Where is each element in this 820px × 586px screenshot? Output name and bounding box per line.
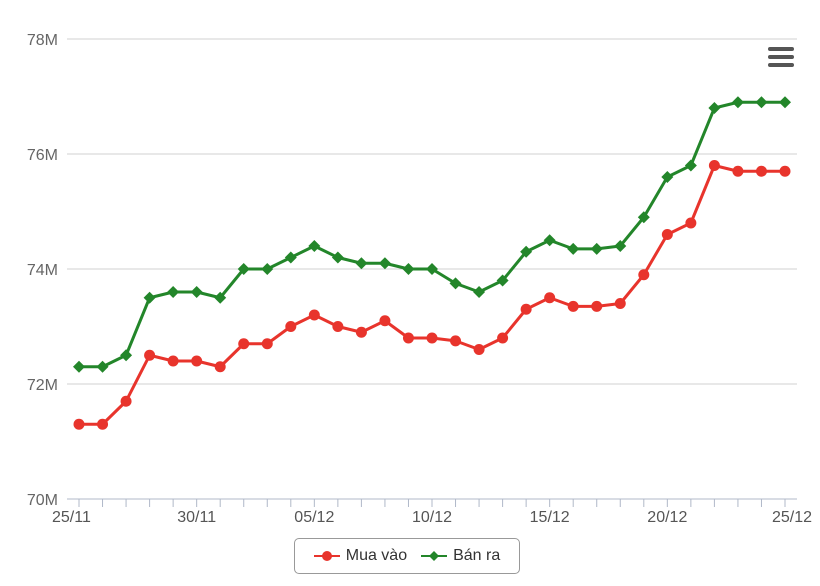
data-point[interactable] — [614, 240, 627, 252]
data-point[interactable] — [308, 309, 320, 321]
series-mua-vao — [73, 160, 791, 430]
gridlines — [67, 38, 797, 385]
data-point[interactable] — [402, 263, 415, 275]
data-point[interactable] — [543, 234, 556, 247]
circle-marker-icon — [313, 551, 340, 561]
data-point[interactable] — [285, 321, 297, 332]
data-point[interactable] — [661, 229, 673, 240]
data-point[interactable] — [238, 338, 250, 350]
series-line — [79, 100, 785, 369]
data-point[interactable] — [473, 344, 485, 355]
series-layer — [73, 96, 791, 430]
data-point[interactable] — [237, 263, 250, 275]
data-point[interactable] — [96, 360, 109, 373]
x-tick-label: 10/12 — [412, 509, 452, 526]
data-point[interactable] — [426, 332, 438, 344]
data-point[interactable] — [684, 159, 697, 172]
data-point[interactable] — [214, 361, 226, 373]
y-tick-label: 78M — [27, 32, 58, 49]
data-point[interactable] — [355, 326, 367, 338]
legend: Mua vào Bán ra — [294, 538, 520, 574]
menu-bar — [768, 63, 794, 67]
legend-label-mua-vao: Mua vào — [345, 547, 408, 564]
data-point[interactable] — [284, 251, 297, 264]
data-point[interactable] — [426, 263, 438, 275]
data-point[interactable] — [378, 257, 391, 270]
diamond-marker-icon — [421, 551, 448, 561]
x-tick-label: 30/11 — [177, 509, 216, 526]
x-tick-label: 20/12 — [647, 509, 687, 526]
data-point[interactable] — [450, 335, 462, 347]
data-point[interactable] — [520, 303, 532, 315]
data-point[interactable] — [332, 321, 344, 332]
menu-bar — [768, 47, 794, 51]
data-point[interactable] — [449, 277, 462, 290]
legend-item-mua-vao[interactable]: Mua vào — [313, 547, 408, 565]
x-tick-label: 15/12 — [530, 509, 570, 526]
y-tick-label: 70M — [27, 492, 58, 509]
data-point[interactable] — [308, 240, 321, 252]
data-point[interactable] — [567, 300, 579, 312]
x-axis: 25/11 30/11 05/12 10/12 15/12 20/12 25/12 — [52, 498, 812, 526]
data-point[interactable] — [590, 242, 603, 255]
data-point[interactable] — [708, 102, 721, 114]
data-point[interactable] — [402, 332, 414, 344]
data-point[interactable] — [261, 263, 274, 275]
data-point[interactable] — [496, 274, 509, 287]
data-point[interactable] — [614, 298, 626, 309]
y-tick-label: 72M — [27, 377, 58, 394]
data-point[interactable] — [544, 292, 556, 304]
data-point[interactable] — [97, 418, 109, 430]
data-point[interactable] — [732, 165, 744, 177]
chart-menu-icon[interactable] — [764, 42, 798, 72]
x-tick-label: 25/12 — [772, 509, 812, 526]
data-point[interactable] — [379, 315, 391, 327]
data-point[interactable] — [779, 165, 791, 177]
data-point[interactable] — [73, 418, 85, 430]
menu-bar — [768, 55, 794, 59]
data-point[interactable] — [214, 291, 227, 304]
y-axis-ticks: 70M 72M 74M 76M 78M — [27, 32, 58, 509]
data-point[interactable] — [120, 349, 133, 362]
data-point[interactable] — [144, 349, 156, 361]
data-point[interactable] — [755, 96, 768, 109]
data-point[interactable] — [591, 300, 603, 312]
data-point[interactable] — [567, 242, 580, 255]
data-point[interactable] — [755, 165, 767, 177]
legend-item-ban-ra[interactable]: Bán ra — [421, 547, 500, 565]
data-point[interactable] — [143, 291, 156, 304]
y-tick-label: 76M — [27, 147, 58, 164]
data-point[interactable] — [731, 96, 744, 109]
x-tick-label: 25/11 — [52, 509, 91, 526]
series-ban-ra — [73, 96, 791, 373]
data-point[interactable] — [120, 395, 132, 407]
data-point[interactable] — [355, 257, 368, 270]
legend-label-ban-ra: Bán ra — [453, 547, 501, 564]
x-tick-label: 05/12 — [294, 509, 334, 526]
data-point[interactable] — [685, 217, 697, 229]
data-point[interactable] — [497, 332, 509, 344]
data-point[interactable] — [637, 211, 650, 224]
data-point[interactable] — [638, 269, 650, 281]
data-point[interactable] — [520, 245, 533, 258]
series-line — [79, 164, 785, 426]
data-point[interactable] — [191, 355, 203, 367]
data-point[interactable] — [261, 338, 273, 350]
data-point[interactable] — [167, 286, 180, 298]
data-point[interactable] — [73, 360, 85, 373]
data-point[interactable] — [779, 96, 791, 109]
data-point[interactable] — [473, 286, 486, 298]
data-point[interactable] — [708, 160, 720, 171]
data-point[interactable] — [167, 355, 179, 367]
data-point[interactable] — [190, 286, 203, 298]
y-tick-label: 74M — [27, 262, 58, 279]
data-point[interactable] — [661, 171, 674, 183]
data-point[interactable] — [331, 251, 344, 264]
